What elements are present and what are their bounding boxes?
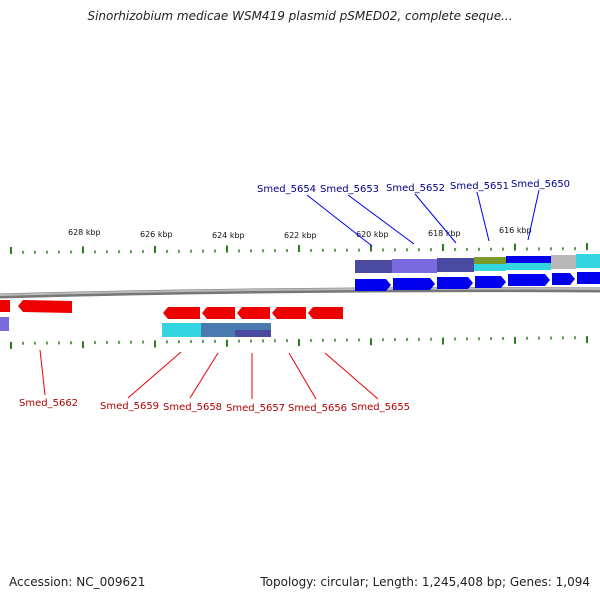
gene-label[interactable]: Smed_5656 [288,403,347,414]
gene-label[interactable]: Smed_5658 [163,402,222,413]
gene-label[interactable]: Smed_5652 [386,183,445,194]
gene-label[interactable]: Smed_5655 [351,402,410,413]
reverse-gene-arrow[interactable] [272,307,306,319]
leader-line [288,352,317,400]
feature-track-top [355,254,600,273]
forward-gene-arrow[interactable] [355,279,391,291]
forward-genes [355,272,600,291]
gene-label[interactable]: Smed_5659 [100,401,159,412]
reverse-gene-arrow[interactable] [163,307,200,319]
reverse-genes [0,300,343,319]
forward-gene-arrow[interactable] [437,277,473,289]
feature-block[interactable] [437,258,474,272]
feature-track-bottom [0,317,271,337]
feature-block[interactable] [0,317,9,331]
feature-block[interactable] [201,323,235,337]
sequence-title: Sinorhizobium medicae WSM419 plasmid pSM… [87,9,513,23]
gene-label[interactable]: Smed_5650 [511,179,570,190]
scale-labels: 628 kbp 626 kbp 624 kbp 622 kbp 620 kbp … [68,226,532,240]
scale-label: 618 kbp [428,229,461,238]
leader-line [306,194,373,247]
gene-label[interactable]: Smed_5657 [226,403,285,414]
gene-label[interactable]: Smed_5662 [19,398,78,409]
feature-block[interactable] [355,260,392,273]
gene-leader-lines-bottom [39,349,379,400]
feature-block[interactable] [506,263,551,270]
accession-text: Accession: NC_009621 [9,575,146,589]
feature-block[interactable] [551,255,576,269]
feature-block[interactable] [235,323,271,330]
forward-gene-arrow[interactable] [475,276,506,288]
leader-line [189,352,219,399]
forward-gene-arrow[interactable] [577,272,600,284]
feature-block[interactable] [576,254,600,268]
scale-label: 624 kbp [212,231,245,240]
leader-line [476,191,490,242]
feature-block[interactable] [474,257,506,264]
leader-line [414,193,457,244]
scale-ticks-top [10,243,588,254]
scale-label: 622 kbp [284,231,317,240]
feature-block[interactable] [474,264,506,271]
reverse-gene-arrow[interactable] [18,300,72,313]
reverse-gene-arrow[interactable] [202,307,235,319]
forward-gene-arrow[interactable] [552,273,575,285]
leader-line [324,352,379,400]
reverse-gene-arrow[interactable] [237,307,270,319]
scale-label: 620 kbp [356,230,389,239]
feature-block[interactable] [506,256,551,263]
forward-gene-arrow[interactable] [393,278,435,290]
topology-summary: Topology: circular; Length: 1,245,408 bp… [260,575,590,589]
forward-gene-arrow[interactable] [508,274,550,286]
feature-block[interactable] [392,259,437,273]
gene-label[interactable]: Smed_5654 [257,184,316,195]
gene-label[interactable]: Smed_5651 [450,181,509,192]
gene-leader-lines-top [306,189,540,247]
genome-backbone [0,287,600,299]
leader-line [39,349,46,396]
scale-label: 616 kbp [499,226,532,235]
feature-block[interactable] [162,323,201,337]
scale-label: 626 kbp [140,230,173,239]
leader-line [347,194,415,245]
feature-block[interactable] [235,330,271,337]
reverse-gene-arrow[interactable] [0,300,10,312]
gene-labels-bottom: Smed_5662 Smed_5659 Smed_5658 Smed_5657 … [19,398,410,414]
gene-label[interactable]: Smed_5653 [320,184,379,195]
scale-ticks-bottom [10,336,588,349]
reverse-gene-arrow[interactable] [308,307,343,319]
gene-labels-top: Smed_5654 Smed_5653 Smed_5652 Smed_5651 … [257,179,570,195]
scale-label: 628 kbp [68,228,101,237]
leader-line [527,189,540,241]
genome-backbone-highlight [0,287,600,296]
leader-line [127,351,182,399]
